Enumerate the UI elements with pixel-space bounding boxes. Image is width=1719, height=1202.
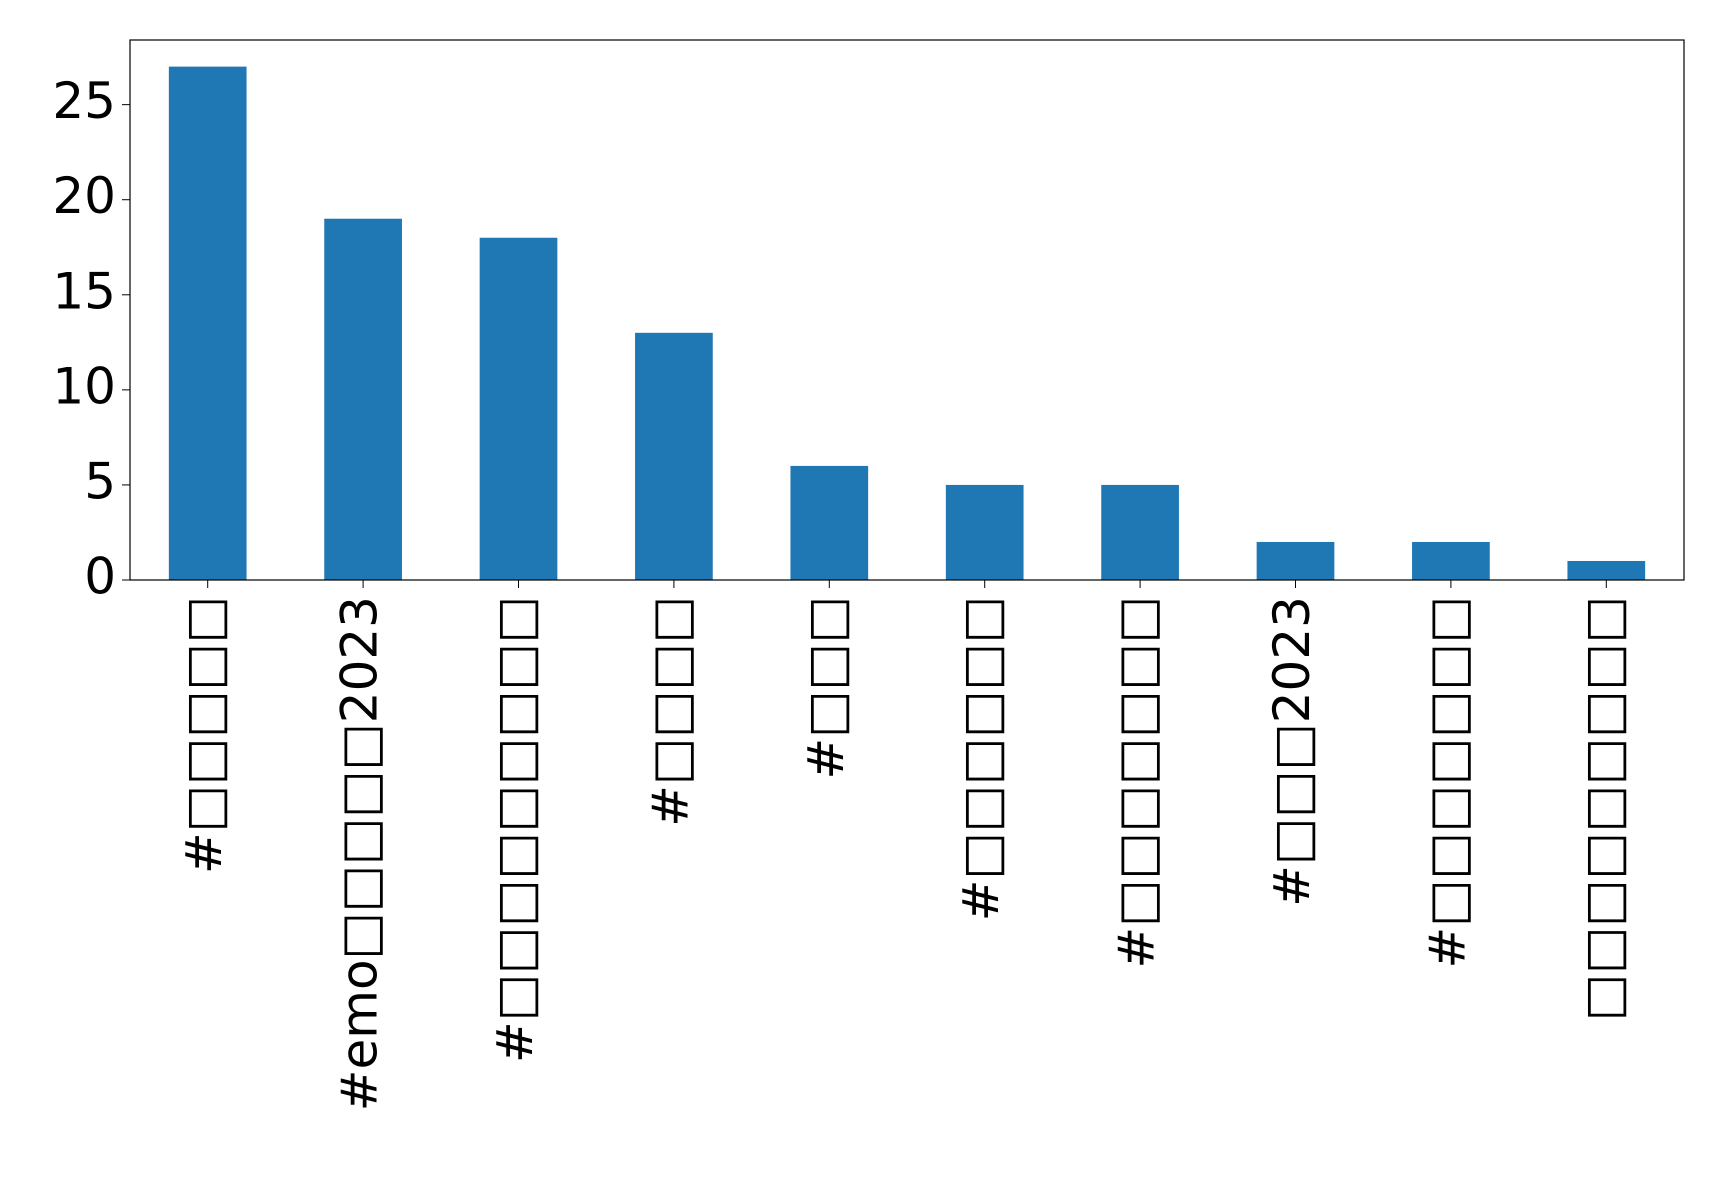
y-tick-label: 15 xyxy=(52,262,116,320)
x-tick-label: #□□□□ xyxy=(641,596,699,827)
bar xyxy=(479,237,558,581)
bar xyxy=(168,66,247,580)
x-tick-label: #emo□□□□□2023 xyxy=(331,596,389,1111)
x-tick-label: #□□□□□□□ xyxy=(1108,596,1166,969)
y-tick-label: 10 xyxy=(52,357,116,415)
x-tick-label: □□□□□□□□□ xyxy=(1574,596,1632,1021)
y-tick-label: 25 xyxy=(52,72,116,130)
plot-frame xyxy=(129,39,1685,581)
x-tick-label: #□□□ xyxy=(797,596,855,780)
x-tick-label: #□□□2023 xyxy=(1263,596,1321,907)
bar xyxy=(1412,541,1490,580)
bar xyxy=(1101,484,1179,580)
x-tick-label: #□□□□□□□□□ xyxy=(486,596,544,1063)
bar xyxy=(635,332,713,580)
bar xyxy=(1256,541,1335,580)
y-tick-label: 0 xyxy=(84,548,116,606)
bar xyxy=(790,465,869,580)
x-tick-label: #□□□□□□□ xyxy=(1418,596,1476,969)
bar xyxy=(945,484,1024,580)
y-tick-label: 5 xyxy=(84,452,116,510)
x-tick-label: #□□□□□□ xyxy=(952,596,1010,921)
bar xyxy=(324,218,402,580)
x-tick-label: #□□□□□ xyxy=(175,596,233,874)
y-tick-label: 20 xyxy=(52,167,116,225)
bar xyxy=(1567,560,1646,580)
